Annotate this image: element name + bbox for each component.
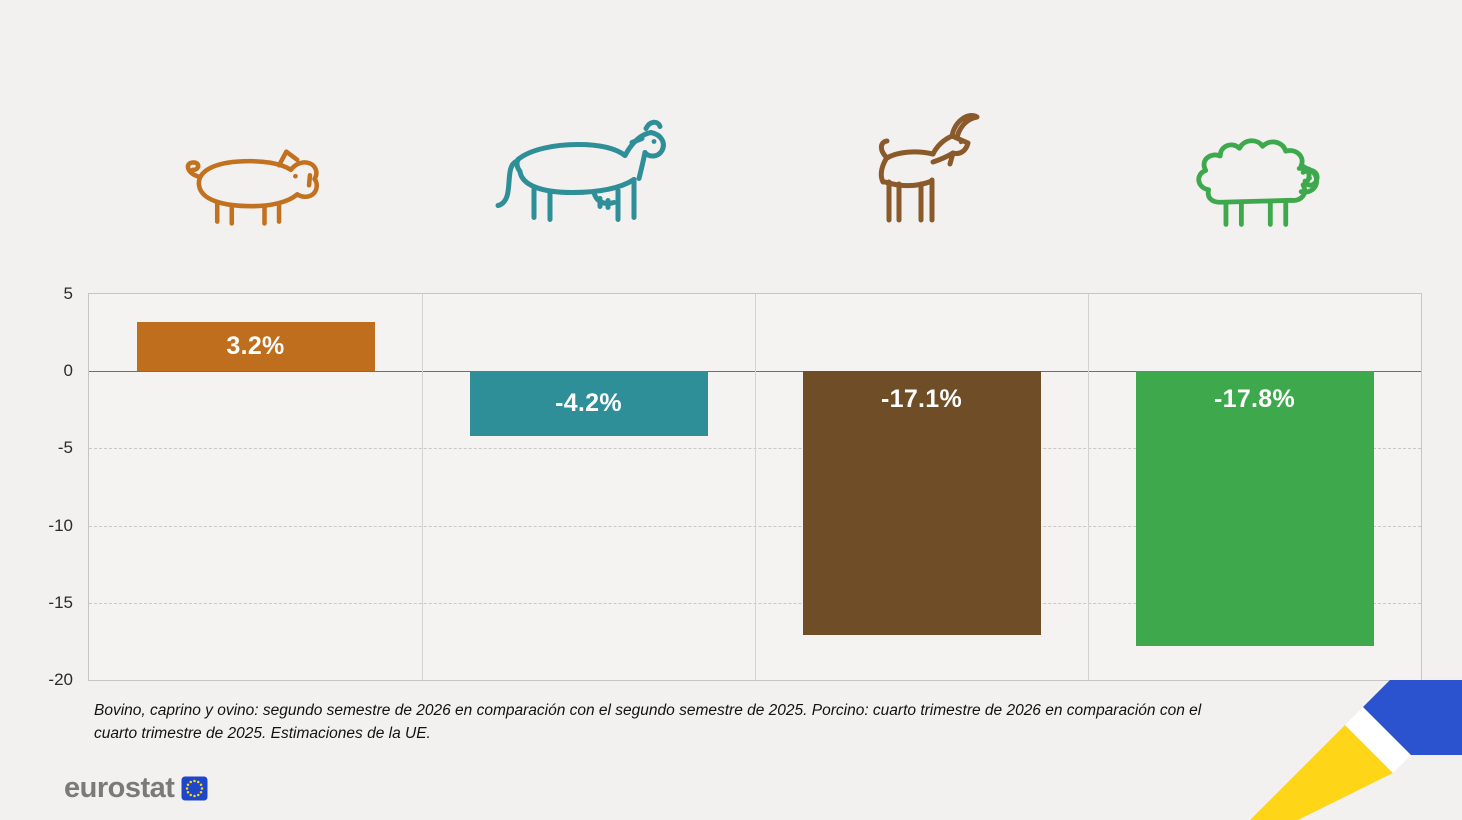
bar-chart: 5 0 -5 -10 -15 -20 3.2% -4.2% -17.1% -17.8%	[48, 284, 1422, 689]
y-tick-label: -10	[48, 515, 73, 535]
sheep-icon	[1196, 138, 1320, 227]
column-divider	[1088, 294, 1089, 680]
bar-caprino: -17.1%	[802, 371, 1041, 636]
bar-value-label: -17.8%	[1213, 385, 1295, 414]
bar-value-label: -17.1%	[880, 385, 962, 414]
goat-icon	[878, 113, 980, 223]
column-divider	[755, 294, 756, 680]
bar-value-label: 3.2%	[226, 331, 285, 360]
cow-icon	[495, 119, 666, 222]
column-divider	[422, 294, 423, 680]
y-tick-label: 5	[63, 284, 73, 303]
y-tick-label: -15	[48, 592, 73, 612]
bar-porcino: 3.2%	[136, 321, 375, 372]
y-tick-label: -5	[57, 438, 73, 458]
chart-footnote: Bovino, caprino y ovino: segundo semestr…	[94, 702, 1202, 742]
eu-flag-icon	[181, 776, 208, 801]
bar-value-label: -4.2%	[555, 389, 622, 418]
decorative-ribbon	[1250, 680, 1462, 820]
y-tick-label: -20	[48, 670, 73, 689]
y-tick-label: 0	[63, 361, 73, 381]
eurostat-logo: eurostat	[64, 772, 208, 805]
eurostat-logo-text: eurostat	[64, 772, 175, 804]
bar-bovino: -4.2%	[469, 371, 708, 437]
bar-ovino: -17.8%	[1135, 371, 1374, 647]
pig-icon	[185, 149, 319, 226]
